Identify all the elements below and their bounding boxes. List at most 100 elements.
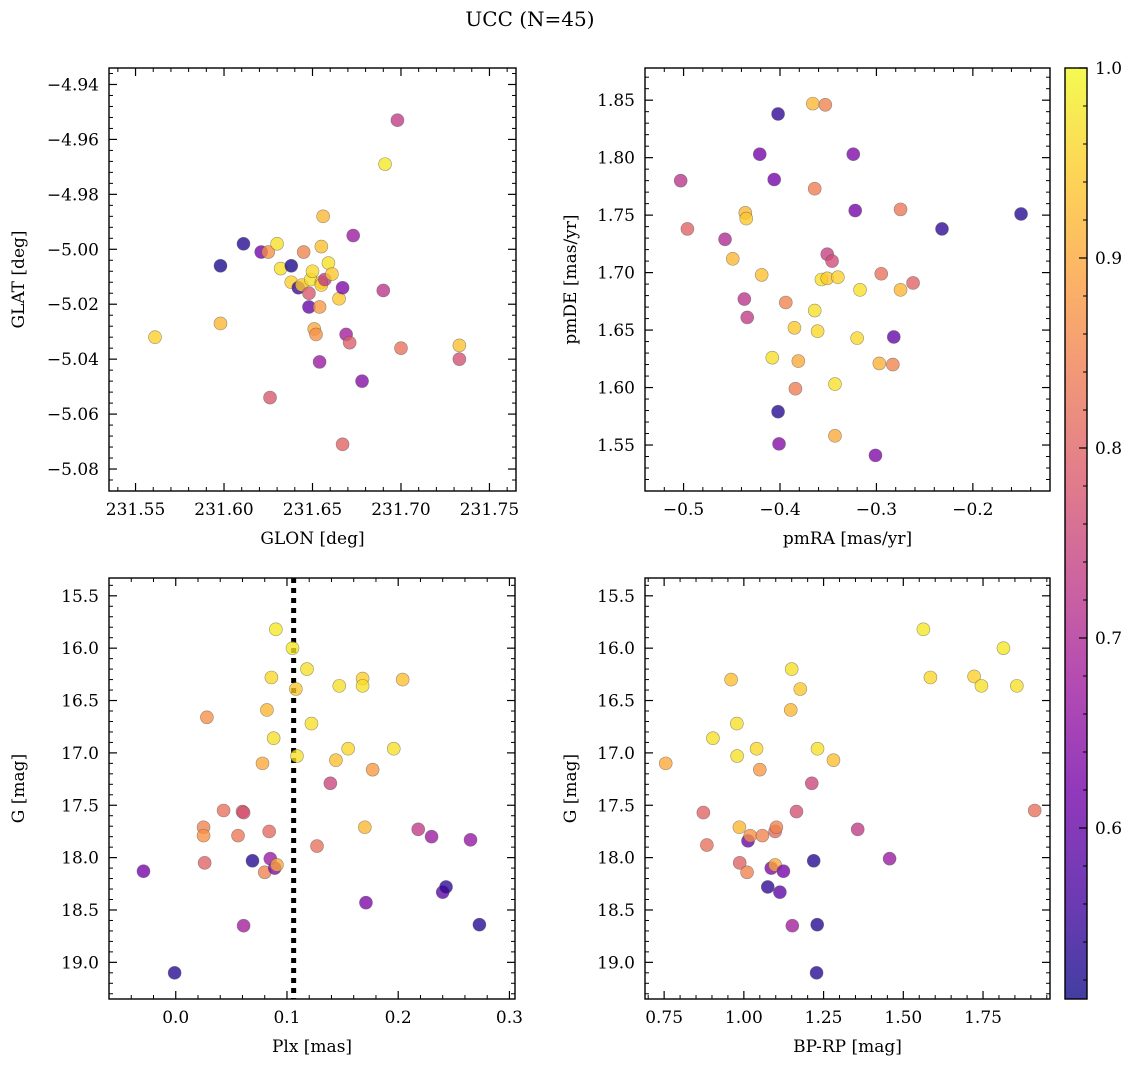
y-tick-label: 17.5	[597, 796, 635, 816]
data-point	[765, 350, 780, 365]
data-point	[805, 96, 820, 111]
data-point	[791, 354, 806, 368]
y-tick-label: 1.75	[597, 206, 635, 226]
y-tick-label: 16.0	[61, 639, 99, 659]
data-point	[732, 820, 747, 835]
data-point	[213, 258, 228, 273]
data-point	[810, 324, 825, 339]
panel-1: 231.55 231.60 231.65 231.70 231.75 −5.08 −5.06…	[9, 67, 519, 549]
data-point	[1027, 803, 1042, 818]
panels: 231.55 231.60 231.65 231.70 231.75 −5.08 −5.06…	[9, 67, 1051, 1057]
data-point	[874, 266, 889, 281]
data-point	[804, 776, 819, 791]
data-point	[771, 107, 785, 121]
y-tick-label: 1.80	[597, 149, 635, 169]
data-point	[853, 283, 867, 297]
data-point	[730, 749, 744, 763]
data-point	[743, 828, 758, 843]
data-point	[260, 703, 274, 717]
data-point	[886, 357, 900, 372]
data-point	[754, 268, 769, 282]
colorbar-tick-label: 0.8	[1095, 439, 1122, 459]
data-point	[935, 222, 949, 236]
data-point	[730, 716, 744, 731]
data-point	[452, 352, 467, 366]
data-point	[785, 918, 800, 933]
x-tick-label: 1.50	[884, 1008, 922, 1028]
data-point	[310, 839, 324, 853]
y-tick-label: 18.5	[61, 901, 99, 921]
data-point	[231, 828, 245, 843]
data-point	[776, 864, 791, 879]
data-point	[386, 741, 401, 756]
y-tick-label: −5.08	[47, 460, 99, 480]
data-point	[680, 222, 695, 236]
data-point	[378, 157, 392, 171]
x-tick-label: −0.3	[856, 500, 897, 520]
data-point	[359, 895, 373, 910]
data-point	[818, 97, 833, 112]
x-tick-label: −0.4	[759, 500, 800, 520]
data-point	[773, 885, 787, 899]
data-point	[236, 805, 251, 820]
data-point	[439, 880, 453, 894]
x-tick-label: 231.60	[194, 500, 253, 520]
y-tick-label: 1.55	[597, 436, 635, 456]
data-point	[778, 295, 793, 310]
data-point	[848, 203, 863, 218]
panel-3: 0.0 0.1 0.2 0.3 15.5 16.0 16.5 17.0 17.5 18.0 18.5…	[9, 577, 523, 1057]
data-point	[329, 753, 343, 768]
x-axis-label: GLON [deg]	[260, 529, 364, 549]
data-point	[658, 756, 673, 771]
y-tick-label: 1.65	[597, 321, 635, 341]
data-point	[923, 670, 938, 685]
data-point	[752, 147, 767, 162]
data-point	[309, 327, 323, 342]
x-tick-label: −0.2	[952, 500, 993, 520]
data-point	[335, 280, 350, 295]
data-point	[236, 236, 251, 251]
data-point	[255, 756, 270, 771]
data-point	[826, 753, 841, 768]
data-point	[753, 762, 767, 777]
data-point	[893, 283, 908, 297]
data-point	[882, 851, 897, 866]
data-point	[216, 803, 231, 818]
x-axis-label: pmRA [mas/yr]	[783, 529, 912, 549]
data-point	[771, 404, 785, 419]
y-tick-label: 18.0	[597, 849, 635, 869]
data-point	[302, 286, 316, 301]
data-point	[323, 776, 338, 791]
data-point	[807, 181, 822, 196]
figure-title: UCC (N=45)	[465, 7, 594, 31]
data-point	[740, 310, 755, 325]
data-point	[772, 437, 786, 451]
data-point	[850, 822, 865, 837]
x-tick-label: 1.25	[805, 1008, 843, 1028]
data-point	[846, 147, 861, 162]
x-tick-label: 231.70	[371, 500, 430, 520]
data-point	[355, 679, 370, 693]
y-tick-label: −5.04	[47, 350, 99, 370]
data-point	[740, 865, 754, 880]
colorbar-tick-label: 0.7	[1095, 629, 1122, 649]
data-point	[316, 209, 330, 224]
data-point	[290, 749, 304, 763]
data-point	[737, 292, 752, 306]
data-point	[809, 966, 824, 980]
y-tick-label: 16.5	[61, 692, 99, 712]
data-point	[245, 853, 260, 868]
data-point	[810, 917, 825, 932]
data-point	[263, 390, 277, 405]
x-tick-label: 0.0	[162, 1008, 189, 1028]
data-point	[314, 239, 329, 254]
data-point	[789, 804, 804, 819]
data-point	[916, 622, 931, 637]
data-point	[342, 335, 357, 350]
data-point	[167, 966, 182, 980]
data-point	[739, 211, 754, 226]
colorbar-tick-label: 1.0	[1095, 59, 1122, 79]
data-point	[284, 258, 299, 273]
